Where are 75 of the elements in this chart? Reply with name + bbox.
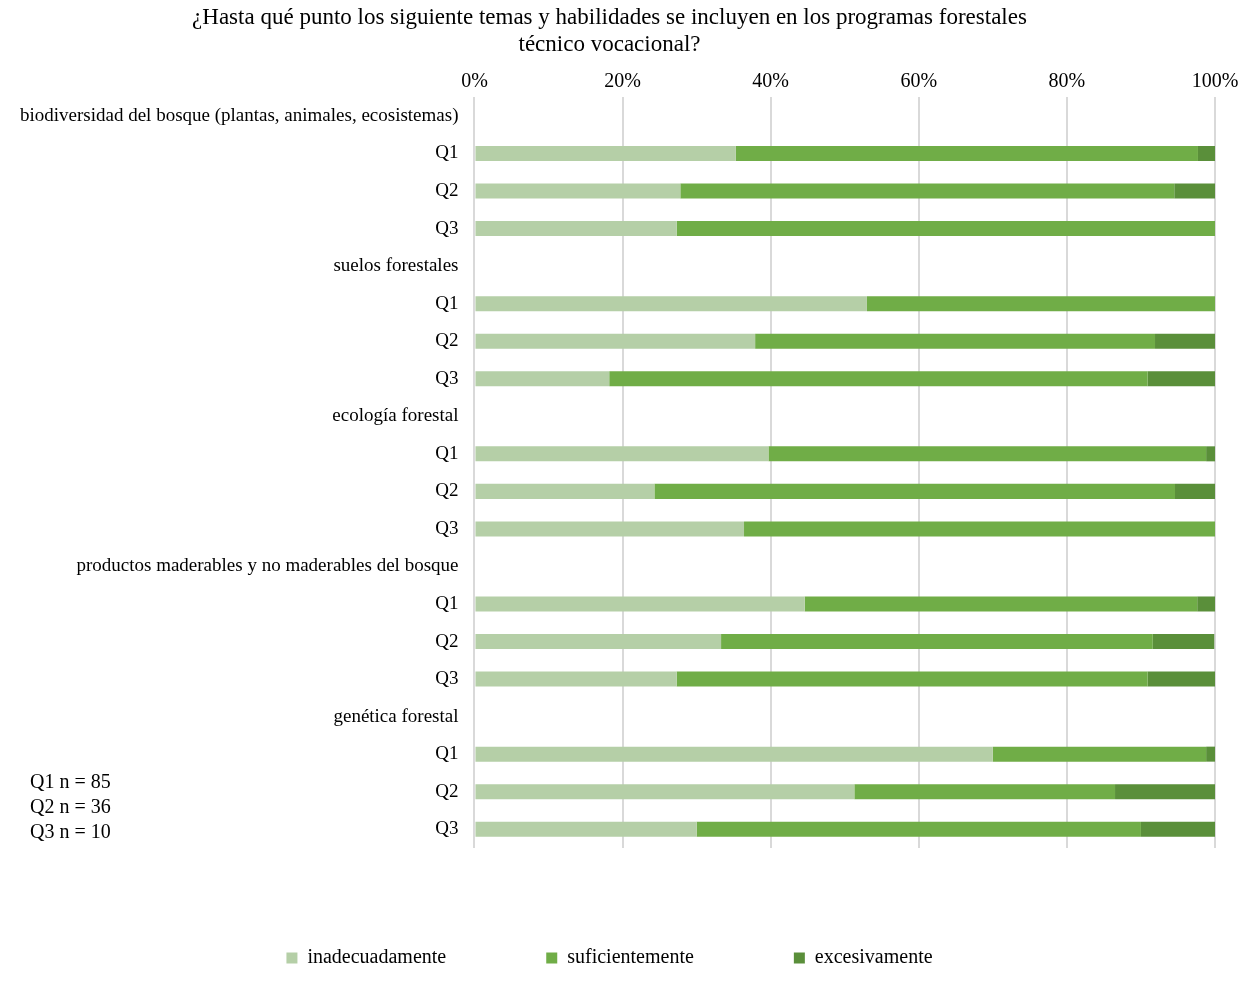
bar: [654, 483, 1176, 499]
legend-label: suficientemente: [567, 945, 694, 968]
bar: [475, 483, 655, 499]
bar: [609, 371, 1148, 387]
legend-label: excesivamente: [814, 945, 933, 968]
y-tick-label: Q1: [435, 591, 459, 613]
bar: [1206, 446, 1215, 462]
y-tick-label: Q2: [435, 479, 459, 501]
bar: [475, 446, 769, 462]
x-tick-label: 20%: [604, 69, 641, 92]
legend-label: inadecuadamente: [307, 945, 447, 968]
bar: [1175, 483, 1215, 499]
bar: [475, 296, 867, 312]
y-tick-label: suelos forestales: [333, 254, 459, 276]
y-tick-label: Q3: [435, 516, 459, 538]
bar: [866, 296, 1215, 312]
bar: [676, 221, 1215, 237]
bar: [475, 521, 745, 537]
bar: [676, 671, 1148, 687]
bar: [804, 596, 1198, 612]
y-tick-label: Q3: [435, 216, 459, 238]
bar: [475, 634, 722, 650]
y-tick-label: ecología forestal: [332, 404, 459, 426]
y-tick-label: Q1: [435, 742, 459, 764]
bar: [475, 333, 756, 349]
bar: [854, 784, 1116, 800]
chart-title: ¿Hasta qué punto los siguiente temas y habilidades se incluyen en los programas forestales técnico vocacional?: [192, 3, 1027, 57]
bar: [475, 371, 610, 387]
bar: [735, 146, 1198, 162]
bar: [744, 521, 1215, 537]
y-tick-label: Q3: [435, 667, 459, 689]
y-tick-label: genética forestal: [333, 704, 459, 726]
x-tick-label: 80%: [1048, 69, 1086, 92]
bar: [1197, 146, 1215, 162]
bar: [475, 596, 805, 612]
x-tick-label: 60%: [900, 69, 938, 92]
bar: [1174, 183, 1215, 199]
bar: [1140, 821, 1215, 837]
y-tick-label: Q2: [435, 779, 459, 801]
x-tick-label: 0%: [461, 69, 488, 92]
bar: [1197, 596, 1215, 612]
y-tick-label: Q3: [435, 366, 459, 388]
y-tick-label: Q1: [435, 141, 459, 163]
bar: [1206, 746, 1215, 762]
bar: [696, 821, 1141, 837]
text: Q3 n = 10: [30, 820, 111, 842]
bar: [680, 183, 1175, 199]
bar: [1147, 671, 1215, 687]
x-tick-label: 40%: [752, 69, 790, 92]
bar: [475, 784, 855, 800]
bar: [475, 183, 681, 199]
bar: [768, 446, 1207, 462]
bar: [475, 746, 993, 762]
y-tick-label: Q2: [435, 179, 459, 201]
x-tick-label: 100%: [1191, 69, 1239, 92]
bar: [755, 333, 1156, 349]
y-tick-label: Q2: [435, 629, 459, 651]
y-tick-label: Q1: [435, 441, 459, 463]
text: Q2 n = 36: [30, 795, 111, 817]
bar: [475, 671, 677, 687]
y-tick-label: Q2: [435, 329, 459, 351]
text: Q1 n = 85: [30, 770, 111, 792]
bar: [475, 146, 736, 162]
bar: [721, 634, 1153, 650]
bar: [992, 746, 1207, 762]
bar: [475, 221, 677, 237]
y-tick-label: Q3: [435, 817, 459, 839]
bar: [1152, 634, 1215, 650]
y-tick-label: productos maderables y no maderables del bosque: [76, 554, 459, 576]
bar: [1155, 333, 1215, 349]
bar: [475, 821, 697, 837]
y-tick-label: Q1: [435, 291, 459, 313]
y-tick-label: biodiversidad del bosque (plantas, animales, ecosistemas): [20, 103, 459, 126]
bar: [1115, 784, 1215, 800]
bar: [1147, 371, 1215, 387]
